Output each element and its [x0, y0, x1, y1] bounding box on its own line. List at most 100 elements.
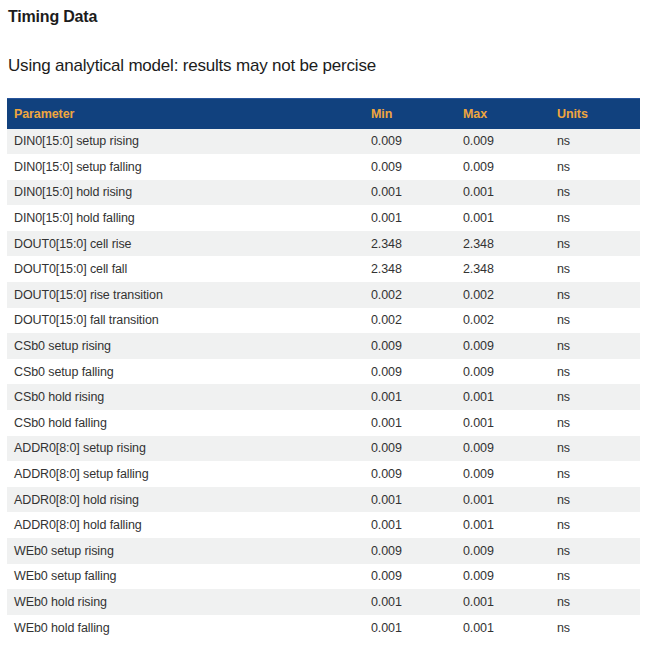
table-row: DOUT0[15:0] rise transition 0.002 0.002 … [7, 282, 640, 308]
table-row: CSb0 setup rising 0.009 0.009 ns [7, 333, 640, 359]
table-row: DOUT0[15:0] cell rise 2.348 2.348 ns [7, 231, 640, 257]
table-row: WEb0 setup rising 0.009 0.009 ns [7, 538, 640, 564]
units-cell: ns [550, 410, 640, 436]
units-cell: ns [550, 589, 640, 615]
max-cell: 0.002 [456, 282, 550, 308]
units-cell: ns [550, 487, 640, 513]
min-cell: 0.001 [364, 589, 456, 615]
table-row: CSb0 hold rising 0.001 0.001 ns [7, 384, 640, 410]
max-cell: 0.009 [456, 564, 550, 590]
timing-table-body: DIN0[15:0] setup rising 0.009 0.009 ns D… [7, 129, 640, 641]
max-cell: 0.001 [456, 512, 550, 538]
max-cell: 0.001 [456, 589, 550, 615]
min-cell: 2.348 [364, 231, 456, 257]
param-cell: CSb0 setup falling [7, 359, 364, 385]
units-cell: ns [550, 129, 640, 155]
min-cell: 0.002 [364, 282, 456, 308]
param-cell: DOUT0[15:0] cell fall [7, 256, 364, 282]
max-cell: 0.009 [456, 538, 550, 564]
param-cell: WEb0 hold falling [7, 615, 364, 641]
param-cell: DOUT0[15:0] rise transition [7, 282, 364, 308]
param-cell: DIN0[15:0] setup rising [7, 129, 364, 155]
column-header-parameter: Parameter [7, 99, 364, 129]
param-cell: CSb0 setup rising [7, 333, 364, 359]
param-cell: ADDR0[8:0] hold rising [7, 487, 364, 513]
max-cell: 0.001 [456, 410, 550, 436]
column-header-min: Min [364, 99, 456, 129]
units-cell: ns [550, 615, 640, 641]
max-cell: 0.001 [456, 384, 550, 410]
table-row: DIN0[15:0] hold rising 0.001 0.001 ns [7, 180, 640, 206]
table-row: CSb0 hold falling 0.001 0.001 ns [7, 410, 640, 436]
min-cell: 0.001 [364, 205, 456, 231]
min-cell: 0.009 [364, 436, 456, 462]
param-cell: DIN0[15:0] hold rising [7, 180, 364, 206]
units-cell: ns [550, 333, 640, 359]
table-row: DOUT0[15:0] fall transition 0.002 0.002 … [7, 308, 640, 334]
table-row: WEb0 hold falling 0.001 0.001 ns [7, 615, 640, 641]
max-cell: 0.009 [456, 461, 550, 487]
max-cell: 0.009 [456, 359, 550, 385]
min-cell: 0.001 [364, 512, 456, 538]
table-row: ADDR0[8:0] hold falling 0.001 0.001 ns [7, 512, 640, 538]
units-cell: ns [550, 205, 640, 231]
min-cell: 0.009 [364, 154, 456, 180]
units-cell: ns [550, 359, 640, 385]
min-cell: 0.009 [364, 564, 456, 590]
min-cell: 2.348 [364, 256, 456, 282]
param-cell: ADDR0[8:0] setup rising [7, 436, 364, 462]
max-cell: 0.009 [456, 333, 550, 359]
table-row: ADDR0[8:0] hold rising 0.001 0.001 ns [7, 487, 640, 513]
table-row: DIN0[15:0] hold falling 0.001 0.001 ns [7, 205, 640, 231]
units-cell: ns [550, 512, 640, 538]
max-cell: 0.001 [456, 205, 550, 231]
param-cell: WEb0 hold rising [7, 589, 364, 615]
table-row: CSb0 setup falling 0.009 0.009 ns [7, 359, 640, 385]
param-cell: WEb0 setup falling [7, 564, 364, 590]
units-cell: ns [550, 436, 640, 462]
timing-table: Parameter Min Max Units DIN0[15:0] setup… [7, 98, 640, 640]
max-cell: 2.348 [456, 231, 550, 257]
units-cell: ns [550, 256, 640, 282]
min-cell: 0.002 [364, 308, 456, 334]
timing-table-header: Parameter Min Max Units [7, 99, 640, 129]
units-cell: ns [550, 384, 640, 410]
param-cell: ADDR0[8:0] hold falling [7, 512, 364, 538]
param-cell: DOUT0[15:0] cell rise [7, 231, 364, 257]
param-cell: CSb0 hold rising [7, 384, 364, 410]
min-cell: 0.001 [364, 180, 456, 206]
param-cell: WEb0 setup rising [7, 538, 364, 564]
max-cell: 0.009 [456, 154, 550, 180]
table-row: DIN0[15:0] setup rising 0.009 0.009 ns [7, 129, 640, 155]
min-cell: 0.009 [364, 129, 456, 155]
table-row: WEb0 setup falling 0.009 0.009 ns [7, 564, 640, 590]
table-row: DOUT0[15:0] cell fall 2.348 2.348 ns [7, 256, 640, 282]
table-row: ADDR0[8:0] setup rising 0.009 0.009 ns [7, 436, 640, 462]
units-cell: ns [550, 538, 640, 564]
page-subtitle: Using analytical model: results may not … [7, 55, 640, 76]
units-cell: ns [550, 461, 640, 487]
max-cell: 0.001 [456, 615, 550, 641]
min-cell: 0.009 [364, 359, 456, 385]
param-cell: DIN0[15:0] setup falling [7, 154, 364, 180]
param-cell: CSb0 hold falling [7, 410, 364, 436]
min-cell: 0.009 [364, 538, 456, 564]
max-cell: 0.009 [456, 436, 550, 462]
units-cell: ns [550, 154, 640, 180]
param-cell: DOUT0[15:0] fall transition [7, 308, 364, 334]
column-header-units: Units [550, 99, 640, 129]
units-cell: ns [550, 564, 640, 590]
min-cell: 0.001 [364, 615, 456, 641]
units-cell: ns [550, 282, 640, 308]
max-cell: 2.348 [456, 256, 550, 282]
min-cell: 0.001 [364, 487, 456, 513]
header-row: Parameter Min Max Units [7, 99, 640, 129]
units-cell: ns [550, 308, 640, 334]
min-cell: 0.009 [364, 333, 456, 359]
table-row: DIN0[15:0] setup falling 0.009 0.009 ns [7, 154, 640, 180]
min-cell: 0.001 [364, 384, 456, 410]
page-title: Timing Data [7, 7, 640, 26]
max-cell: 0.001 [456, 180, 550, 206]
max-cell: 0.002 [456, 308, 550, 334]
max-cell: 0.009 [456, 129, 550, 155]
